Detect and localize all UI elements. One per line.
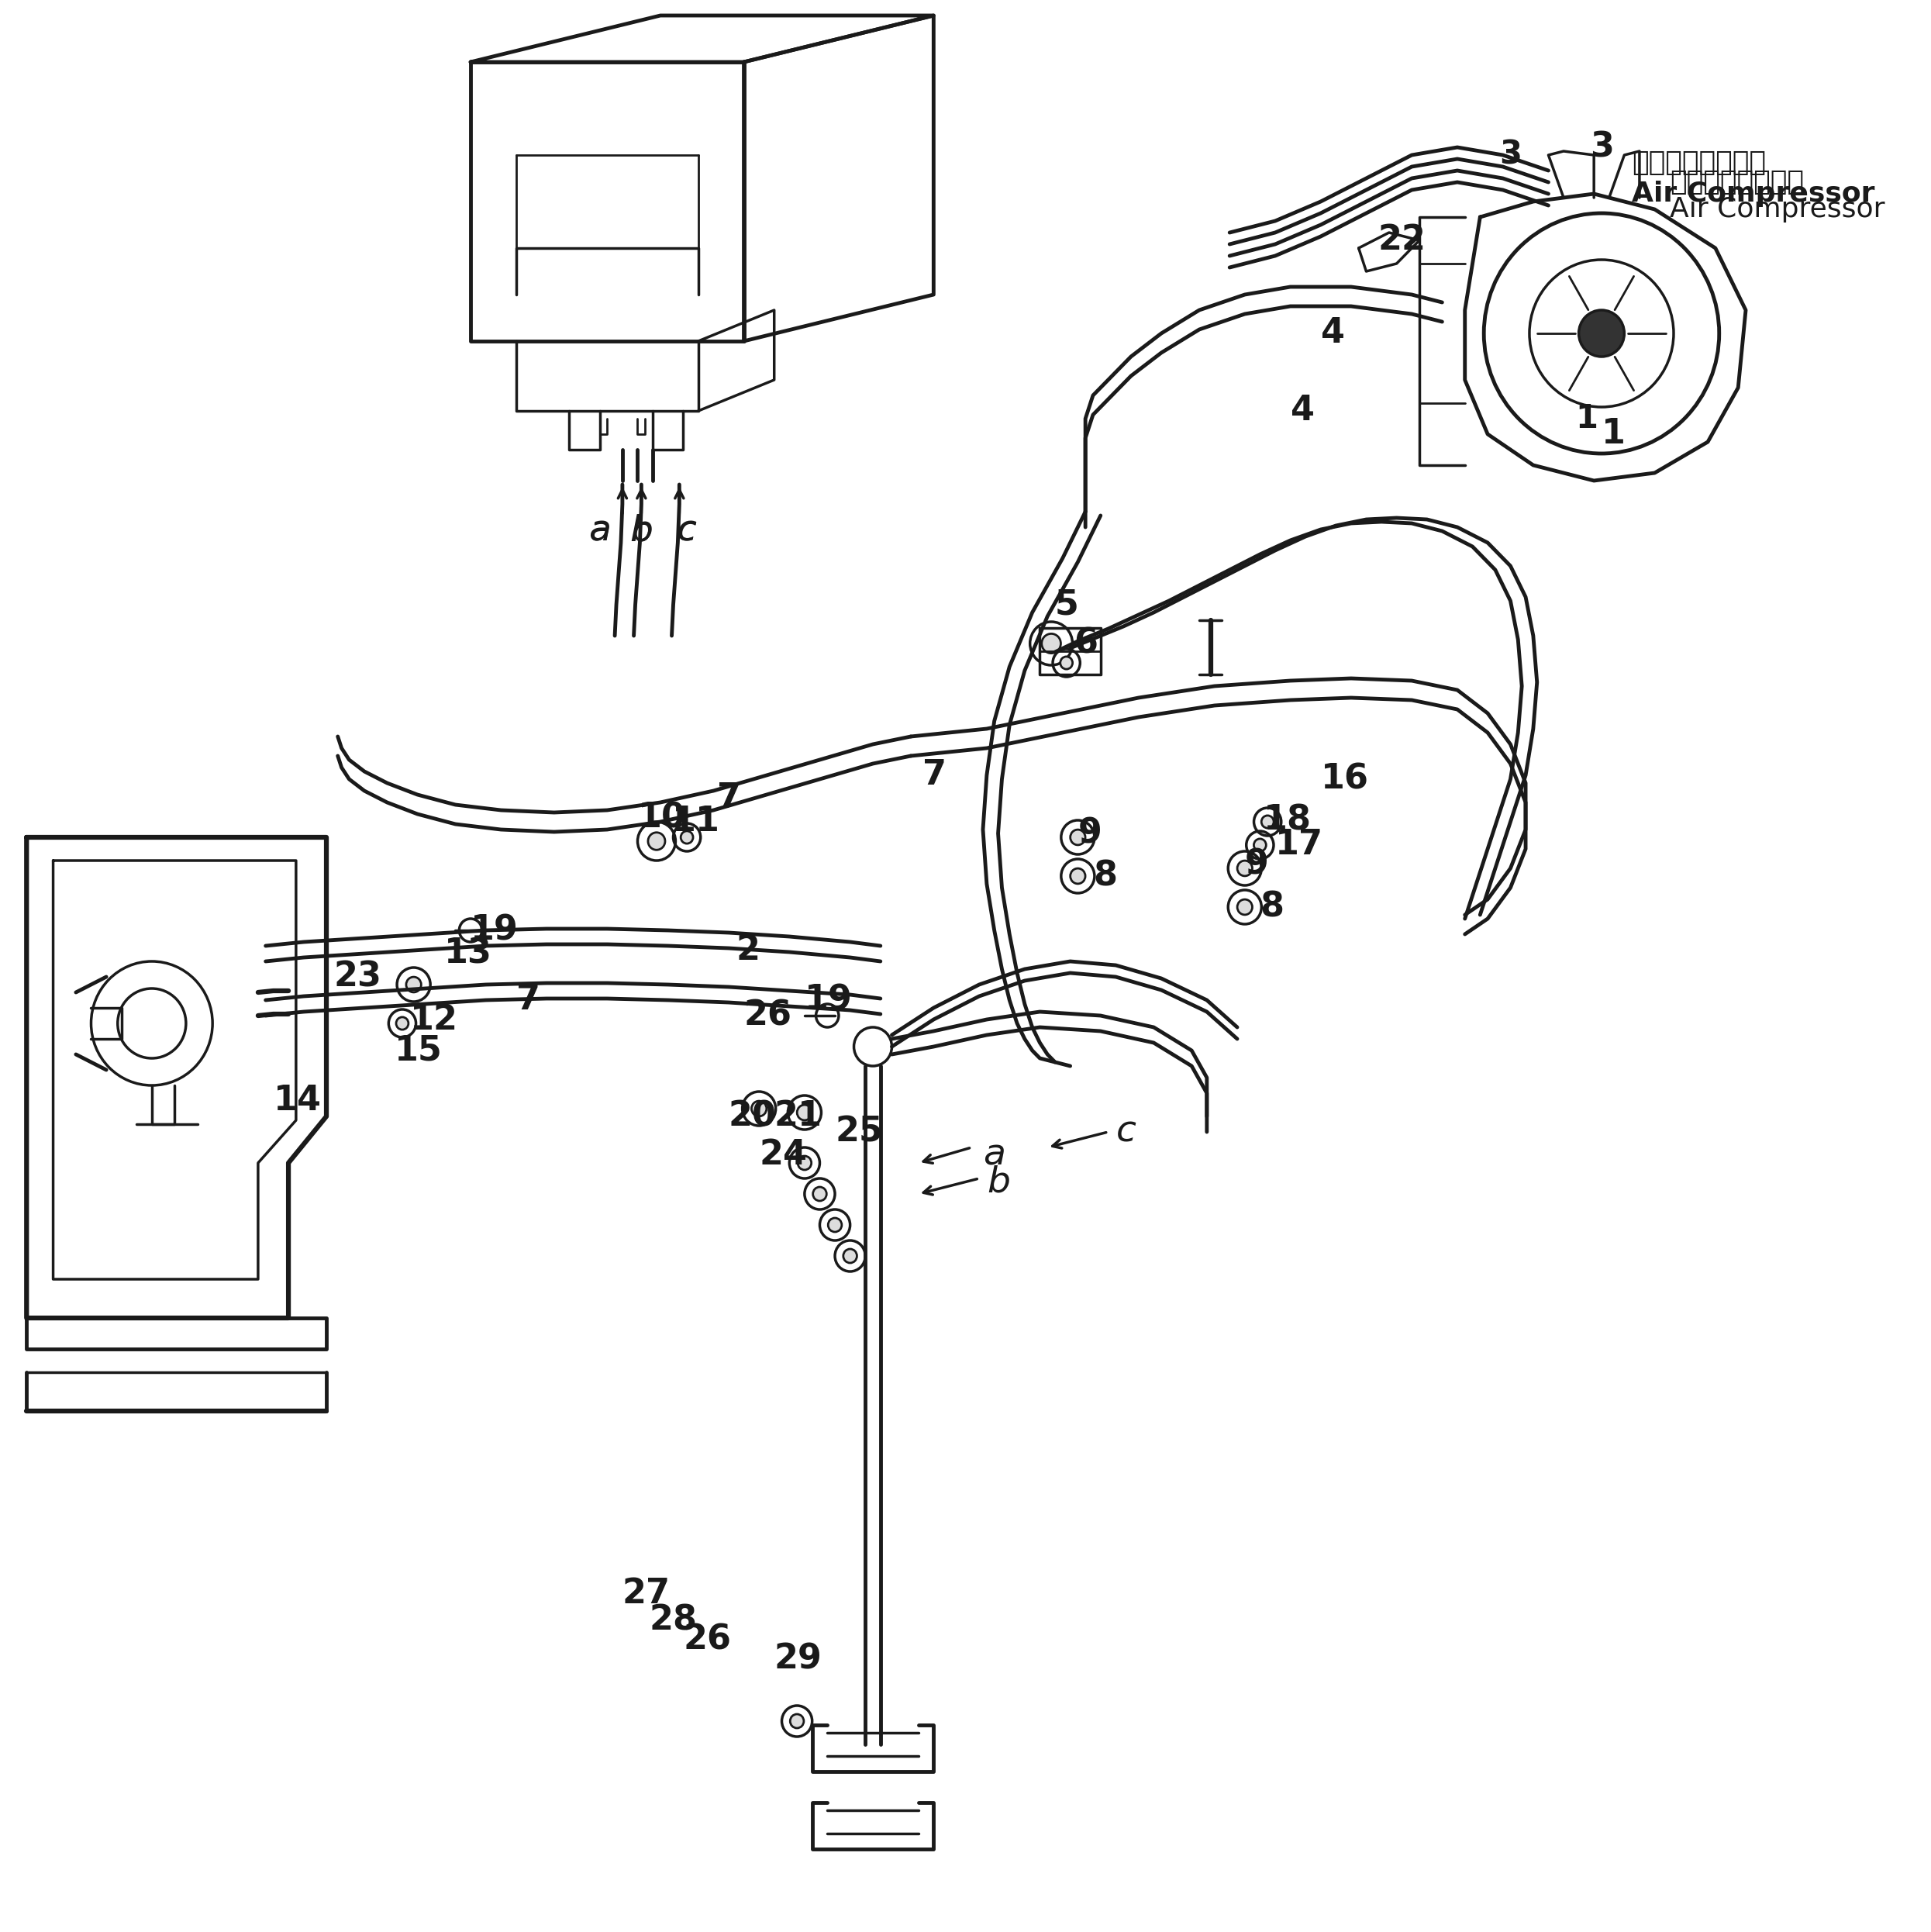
Circle shape	[1238, 860, 1253, 875]
Text: 7: 7	[516, 983, 541, 1016]
Circle shape	[813, 1186, 826, 1202]
Text: 12: 12	[409, 1003, 458, 1036]
Text: 8: 8	[1259, 891, 1284, 923]
Circle shape	[1580, 311, 1624, 357]
Circle shape	[406, 978, 421, 993]
Text: 26: 26	[743, 999, 792, 1032]
Circle shape	[1070, 867, 1085, 883]
Text: 4: 4	[1290, 394, 1315, 427]
Text: c: c	[678, 514, 697, 549]
Text: 18: 18	[1263, 804, 1311, 837]
Text: b: b	[630, 514, 653, 549]
Text: a: a	[589, 514, 610, 549]
Circle shape	[854, 1028, 892, 1066]
Text: 22: 22	[1377, 224, 1425, 257]
Text: 3: 3	[1498, 139, 1522, 172]
Circle shape	[798, 1105, 813, 1121]
Text: 29: 29	[774, 1642, 823, 1675]
Text: 16: 16	[1321, 763, 1369, 796]
Text: a: a	[589, 514, 610, 549]
Text: b: b	[630, 514, 653, 549]
Text: c: c	[678, 514, 697, 549]
Text: 11: 11	[672, 806, 720, 838]
Text: エアコンプレッサ: エアコンプレッサ	[1632, 149, 1767, 176]
Text: 7: 7	[923, 759, 946, 792]
Text: Air Compressor: Air Compressor	[1670, 197, 1885, 222]
Text: 2: 2	[736, 933, 761, 966]
Circle shape	[1253, 838, 1267, 852]
Text: 23: 23	[334, 960, 382, 993]
Circle shape	[1060, 657, 1072, 668]
Text: 10: 10	[637, 802, 686, 835]
Circle shape	[1238, 900, 1253, 914]
Text: 21: 21	[774, 1099, 823, 1132]
Circle shape	[790, 1714, 803, 1727]
Circle shape	[396, 1016, 409, 1030]
Text: 27: 27	[622, 1577, 670, 1609]
Text: b: b	[987, 1165, 1010, 1200]
Text: エアコンプレッサ: エアコンプレッサ	[1670, 168, 1804, 195]
Circle shape	[1041, 634, 1060, 653]
Text: 28: 28	[649, 1604, 697, 1636]
Text: 5: 5	[1054, 587, 1079, 622]
Text: 8: 8	[1093, 860, 1116, 893]
Text: a: a	[983, 1138, 1006, 1173]
Text: c: c	[1116, 1115, 1135, 1150]
Text: 9: 9	[1245, 848, 1269, 881]
Text: 3: 3	[1589, 131, 1614, 164]
Circle shape	[649, 833, 664, 850]
Text: 24: 24	[759, 1138, 807, 1173]
Text: 19: 19	[471, 914, 519, 947]
Text: 26: 26	[684, 1623, 732, 1656]
Text: Air Compressor: Air Compressor	[1632, 180, 1875, 207]
Text: 19: 19	[805, 983, 852, 1016]
Text: 17: 17	[1274, 829, 1323, 862]
Text: 13: 13	[444, 937, 492, 970]
Text: 9: 9	[1077, 817, 1103, 850]
Text: 15: 15	[394, 1034, 442, 1066]
Text: 7: 7	[716, 782, 742, 815]
Circle shape	[798, 1155, 811, 1171]
Circle shape	[1070, 829, 1085, 844]
Circle shape	[844, 1248, 857, 1264]
Text: 1: 1	[1576, 402, 1597, 435]
Text: 1: 1	[1601, 417, 1626, 450]
Text: 25: 25	[834, 1115, 882, 1150]
Text: 4: 4	[1321, 317, 1344, 350]
Circle shape	[1261, 815, 1274, 829]
Circle shape	[828, 1217, 842, 1233]
Circle shape	[751, 1101, 767, 1117]
Circle shape	[682, 831, 693, 844]
Text: 14: 14	[274, 1084, 321, 1117]
Text: 6: 6	[1074, 626, 1099, 661]
Text: 20: 20	[728, 1099, 776, 1132]
